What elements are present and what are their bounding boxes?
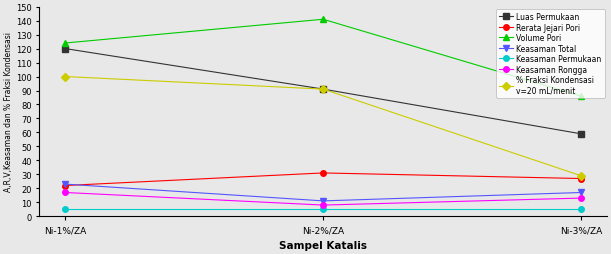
Line: Keasaman Total: Keasaman Total [62, 181, 585, 204]
Keasaman Permukaan [577, 208, 585, 211]
Keasaman Permukaan [62, 208, 69, 211]
Keasaman Total [62, 183, 69, 186]
X-axis label: Sampel Katalis: Sampel Katalis [279, 240, 367, 250]
Volume Pori [320, 19, 327, 22]
Line: % Fraksi Kondensasi
v=20 mL/menit: % Fraksi Kondensasi v=20 mL/menit [62, 74, 584, 179]
Keasaman Total [577, 191, 585, 194]
Y-axis label: A,R,V,Keasaman dan % Fraksi Kondensasi: A,R,V,Keasaman dan % Fraksi Kondensasi [4, 32, 13, 192]
Rerata Jejari Pori [320, 172, 327, 175]
% Fraksi Kondensasi
v=20 mL/menit [62, 76, 69, 79]
Legend: Luas Permukaan, Rerata Jejari Pori, Volume Pori, Keasaman Total, Keasaman Permuk: Luas Permukaan, Rerata Jejari Pori, Volu… [496, 10, 604, 98]
Line: Volume Pori: Volume Pori [62, 17, 585, 100]
Keasaman Permukaan [320, 208, 327, 211]
Line: Keasaman Rongga: Keasaman Rongga [62, 190, 584, 208]
Keasaman Total [320, 200, 327, 203]
% Fraksi Kondensasi
v=20 mL/menit [577, 174, 585, 178]
Line: Rerata Jejari Pori: Rerata Jejari Pori [62, 170, 584, 188]
Rerata Jejari Pori [62, 184, 69, 187]
Rerata Jejari Pori [577, 177, 585, 180]
Luas Permukaan [577, 133, 585, 136]
Luas Permukaan [62, 48, 69, 51]
Luas Permukaan [320, 88, 327, 91]
Volume Pori [62, 42, 69, 45]
% Fraksi Kondensasi
v=20 mL/menit [320, 88, 327, 91]
Keasaman Rongga [62, 191, 69, 194]
Line: Luas Permukaan: Luas Permukaan [62, 47, 584, 137]
Volume Pori [577, 95, 585, 98]
Line: Keasaman Permukaan: Keasaman Permukaan [62, 207, 584, 212]
Keasaman Rongga [577, 197, 585, 200]
Keasaman Rongga [320, 204, 327, 207]
